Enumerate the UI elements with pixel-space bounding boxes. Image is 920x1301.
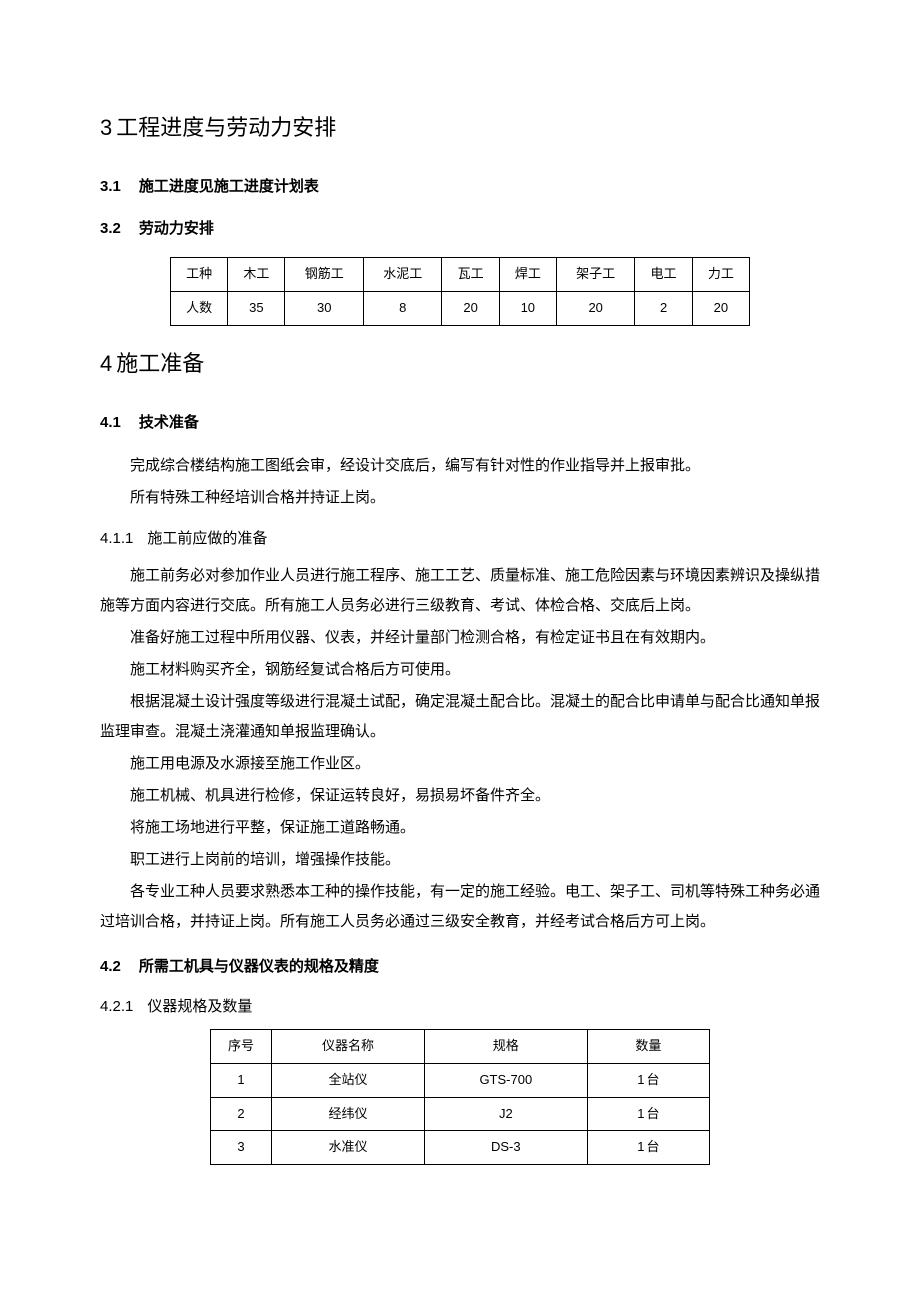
subsubsection-4-2-1-number: 4.2.1 [100, 998, 133, 1015]
section-3-heading: 3工程进度与劳动力安排 [100, 110, 820, 145]
instrument-seq-cell: 2 [211, 1097, 272, 1131]
paragraph: 将施工场地进行平整，保证施工道路畅通。 [100, 813, 820, 843]
labor-table-cell: 2 [635, 291, 692, 325]
instrument-qty-cell: 1台 [587, 1063, 709, 1097]
subsubsection-4-2-1-title: 仪器规格及数量 [147, 999, 252, 1015]
labor-table-header-cell: 焊工 [499, 258, 556, 292]
paragraph: 完成综合楼结构施工图纸会审，经设计交底后，编写有针对性的作业指导并上报审批。 [100, 451, 820, 481]
labor-table-header-cell: 架子工 [556, 258, 635, 292]
labor-table-cell: 30 [285, 291, 364, 325]
instrument-table-header-cell: 序号 [211, 1029, 272, 1063]
labor-table-header-cell: 电工 [635, 258, 692, 292]
labor-table-cell: 20 [442, 291, 499, 325]
subsubsection-4-1-1-number: 4.1.1 [100, 530, 133, 547]
labor-table: 工种 木工 钢筋工 水泥工 瓦工 焊工 架子工 电工 力工 人数 35 30 8… [170, 257, 750, 326]
paragraph: 根据混凝土设计强度等级进行混凝土试配，确定混凝土配合比。混凝土的配合比申请单与配… [100, 687, 820, 747]
subsection-3-1-number: 3.1 [100, 178, 121, 195]
labor-table-data-row: 人数 35 30 8 20 10 20 2 20 [171, 291, 750, 325]
labor-table-cell: 10 [499, 291, 556, 325]
paragraph: 职工进行上岗前的培训，增强操作技能。 [100, 845, 820, 875]
instrument-qty-unit: 台 [647, 1106, 660, 1121]
section-4-title: 施工准备 [116, 351, 204, 376]
instrument-table-row: 3 水准仪 DS-3 1台 [211, 1131, 710, 1165]
instrument-spec-cell: J2 [424, 1097, 587, 1131]
instrument-qty-cell: 1台 [587, 1097, 709, 1131]
instrument-table-header-cell: 规格 [424, 1029, 587, 1063]
instrument-table-header-cell: 数量 [587, 1029, 709, 1063]
labor-table-cell: 20 [556, 291, 635, 325]
subsection-3-1: 3.1 施工进度见施工进度计划表 [100, 175, 820, 199]
subsection-4-1-number: 4.1 [100, 414, 121, 431]
section-3-number: 3 [100, 115, 112, 140]
instrument-qty-number: 1 [637, 1072, 644, 1087]
subsubsection-4-2-1: 4.2.1 仪器规格及数量 [100, 995, 820, 1019]
instrument-qty-cell: 1台 [587, 1131, 709, 1165]
instrument-qty-unit: 台 [647, 1139, 660, 1154]
subsection-4-1: 4.1 技术准备 [100, 411, 820, 435]
labor-table-header-cell: 水泥工 [363, 258, 442, 292]
paragraph: 施工机械、机具进行检修，保证运转良好，易损易坏备件齐全。 [100, 781, 820, 811]
paragraph: 各专业工种人员要求熟悉本工种的操作技能，有一定的施工经验。电工、架子工、司机等特… [100, 877, 820, 937]
instrument-table: 序号 仪器名称 规格 数量 1 全站仪 GTS-700 1台 2 经纬仪 J2 … [210, 1029, 710, 1165]
subsubsection-4-1-1-title: 施工前应做的准备 [147, 531, 267, 547]
section-4-heading: 4施工准备 [100, 346, 820, 381]
paragraph: 施工材料购买齐全，钢筋经复试合格后方可使用。 [100, 655, 820, 685]
paragraph: 施工用电源及水源接至施工作业区。 [100, 749, 820, 779]
labor-table-header-cell: 力工 [692, 258, 749, 292]
instrument-table-row: 1 全站仪 GTS-700 1台 [211, 1063, 710, 1097]
instrument-table-header-cell: 仪器名称 [272, 1029, 425, 1063]
subsubsection-4-1-1: 4.1.1 施工前应做的准备 [100, 527, 820, 551]
subsection-3-2: 3.2 劳动力安排 [100, 217, 820, 241]
labor-table-header-cell: 木工 [228, 258, 285, 292]
instrument-seq-cell: 1 [211, 1063, 272, 1097]
instrument-qty-unit: 台 [647, 1072, 660, 1087]
instrument-table-row: 2 经纬仪 J2 1台 [211, 1097, 710, 1131]
instrument-spec-cell: GTS-700 [424, 1063, 587, 1097]
instrument-name-cell: 水准仪 [272, 1131, 425, 1165]
instrument-spec-cell: DS-3 [424, 1131, 587, 1165]
section-3-title: 工程进度与劳动力安排 [116, 115, 336, 140]
section-4-number: 4 [100, 351, 112, 376]
labor-table-cell: 8 [363, 291, 442, 325]
subsection-3-2-number: 3.2 [100, 220, 121, 237]
subsection-4-2-number: 4.2 [100, 958, 121, 975]
subsection-3-2-title: 劳动力安排 [139, 221, 214, 237]
paragraph: 准备好施工过程中所用仪器、仪表，并经计量部门检测合格，有检定证书且在有效期内。 [100, 623, 820, 653]
labor-table-header-row: 工种 木工 钢筋工 水泥工 瓦工 焊工 架子工 电工 力工 [171, 258, 750, 292]
instrument-name-cell: 全站仪 [272, 1063, 425, 1097]
labor-table-cell: 20 [692, 291, 749, 325]
labor-table-row-label: 人数 [171, 291, 228, 325]
instrument-qty-number: 1 [637, 1139, 644, 1154]
paragraph: 施工前务必对参加作业人员进行施工程序、施工工艺、质量标准、施工危险因素与环境因素… [100, 561, 820, 621]
instrument-name-cell: 经纬仪 [272, 1097, 425, 1131]
instrument-qty-number: 1 [637, 1106, 644, 1121]
subsection-4-2-title: 所需工机具与仪器仪表的规格及精度 [139, 959, 379, 975]
instrument-table-header-row: 序号 仪器名称 规格 数量 [211, 1029, 710, 1063]
labor-table-cell: 35 [228, 291, 285, 325]
subsection-4-1-title: 技术准备 [139, 415, 199, 431]
instrument-seq-cell: 3 [211, 1131, 272, 1165]
subsection-4-2: 4.2 所需工机具与仪器仪表的规格及精度 [100, 955, 820, 979]
labor-table-header-cell: 钢筋工 [285, 258, 364, 292]
labor-table-header-cell: 工种 [171, 258, 228, 292]
labor-table-header-cell: 瓦工 [442, 258, 499, 292]
subsection-3-1-title: 施工进度见施工进度计划表 [139, 179, 319, 195]
paragraph: 所有特殊工种经培训合格并持证上岗。 [100, 483, 820, 513]
